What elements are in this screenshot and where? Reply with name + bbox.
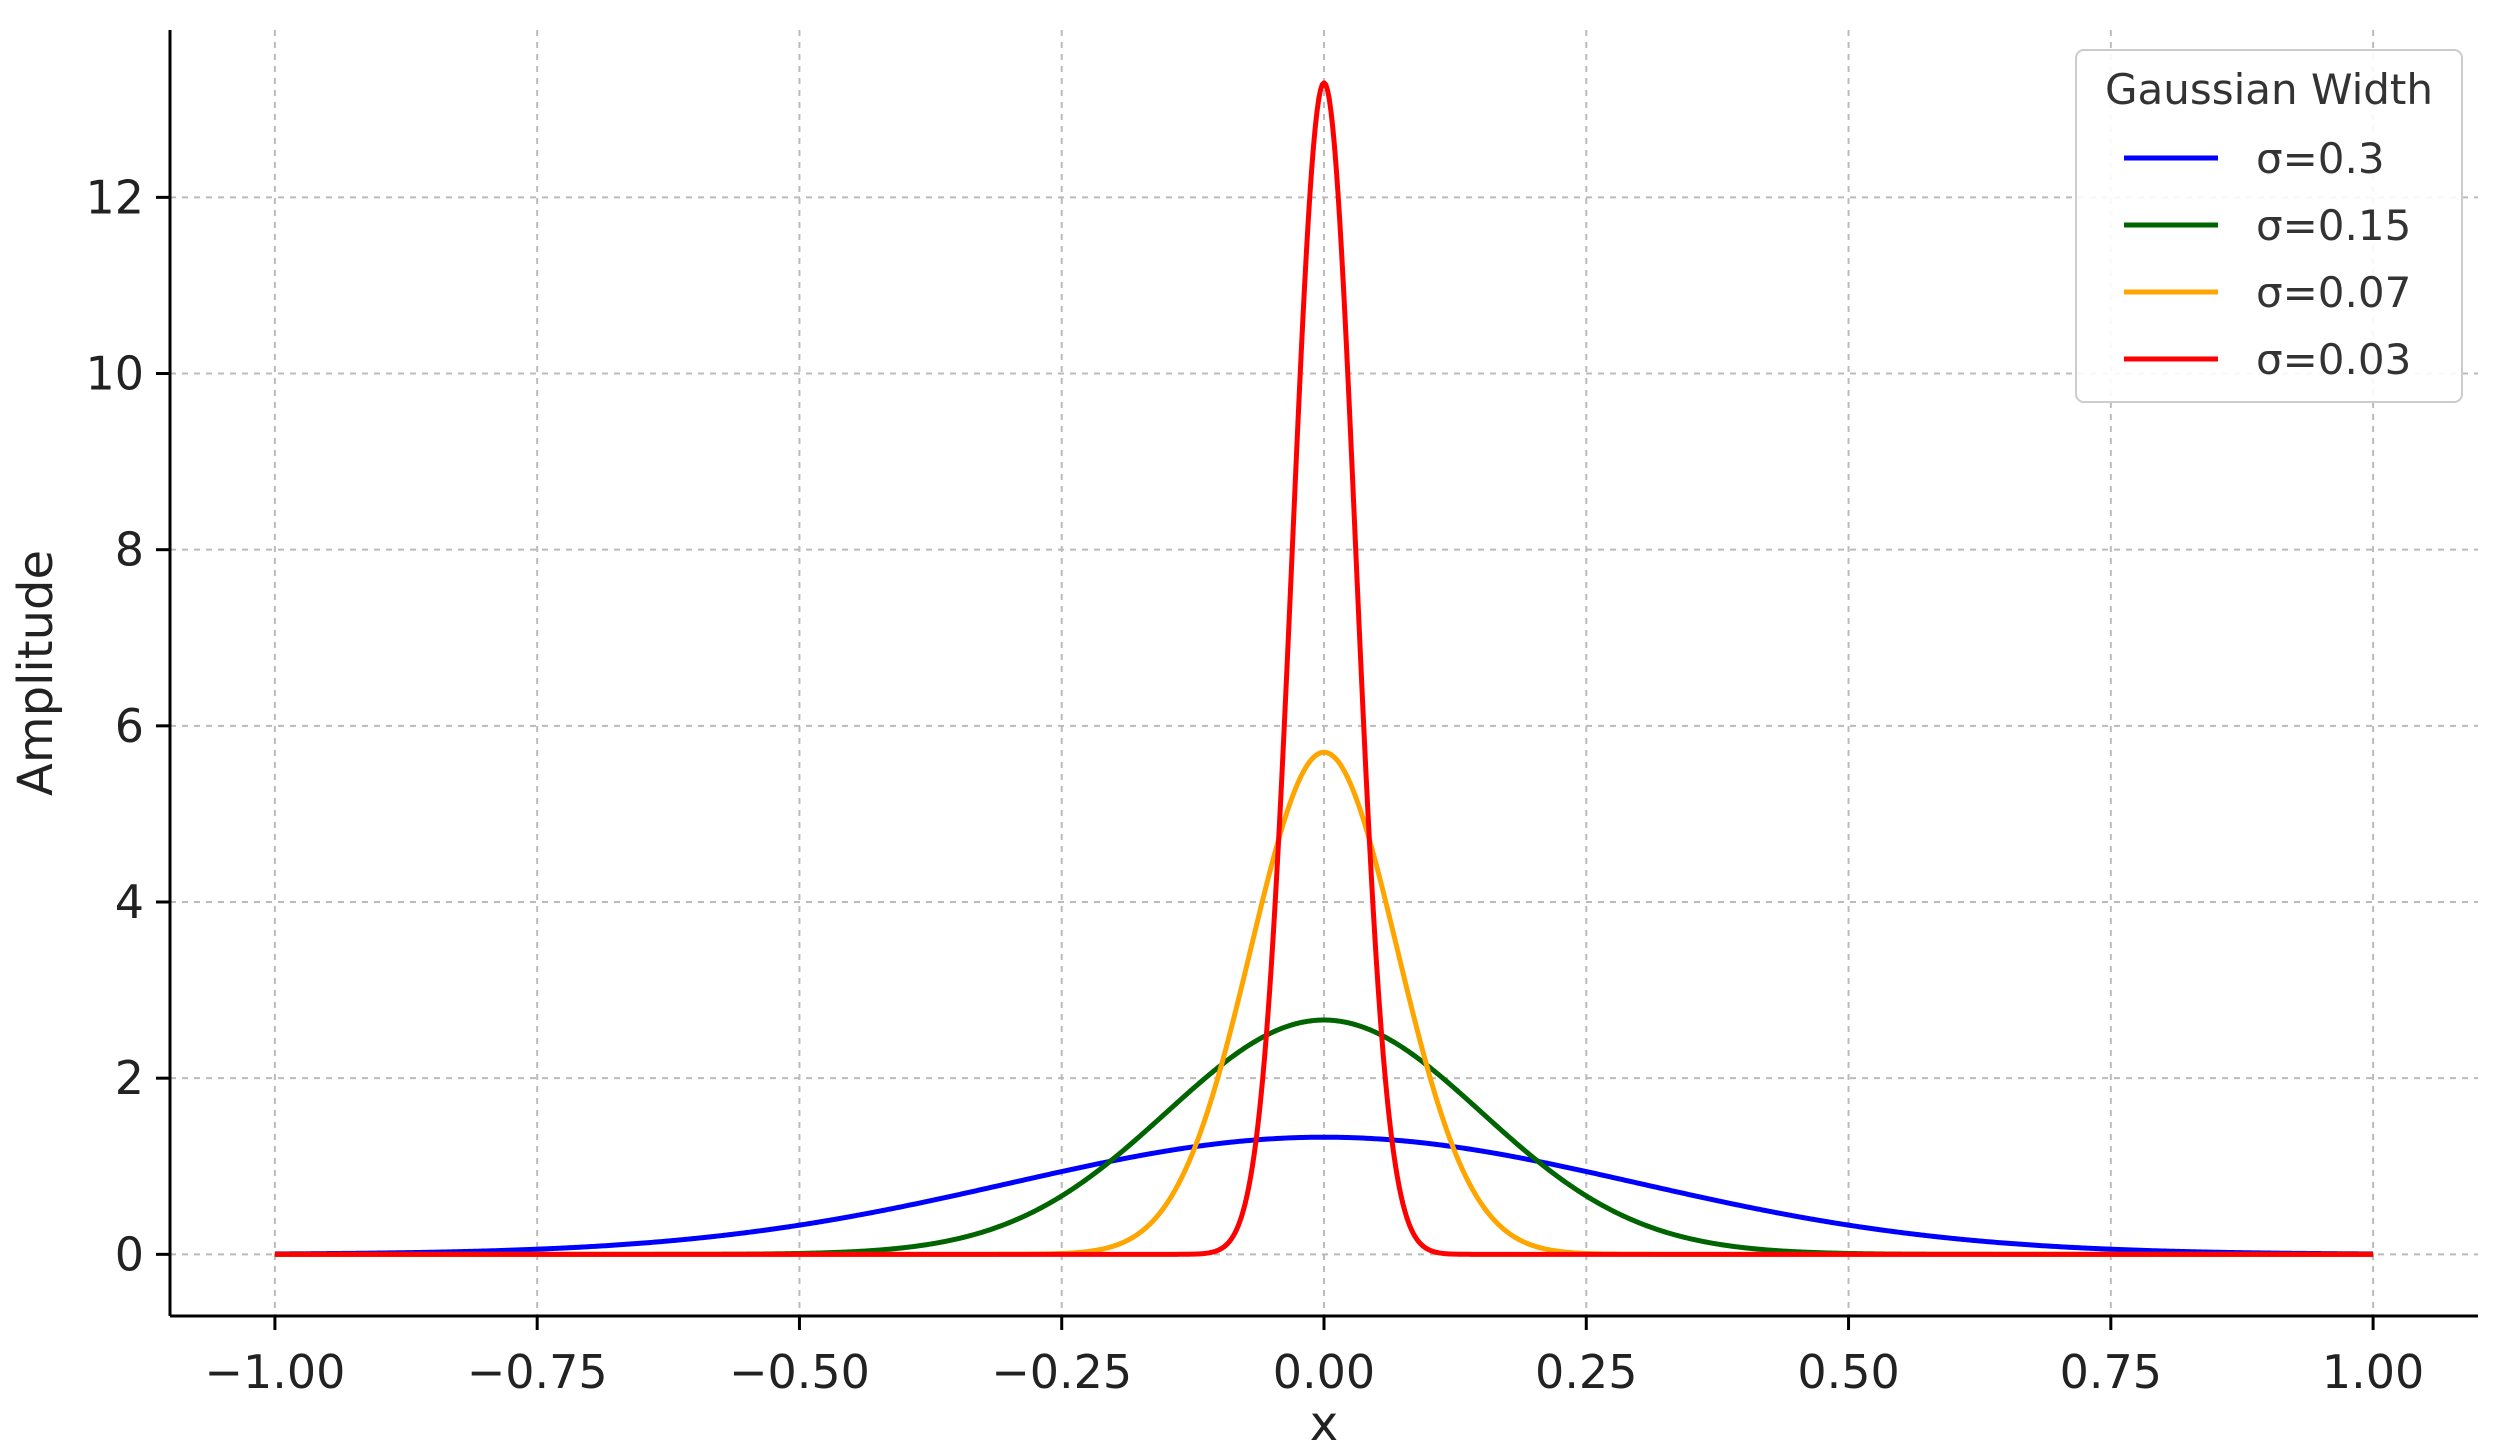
legend-entry-label: σ=0.3 xyxy=(2256,134,2385,183)
x-tick-label: 1.00 xyxy=(2322,1345,2424,1399)
legend-title: Gaussian Width xyxy=(2105,65,2433,114)
x-tick-label: −0.25 xyxy=(991,1345,1132,1399)
ticks: −1.00 −0.75 −0.50 −0.25 0.00 0.25 0.50 0.75 1.00… xyxy=(85,170,2424,1399)
legend-entry-label: σ=0.07 xyxy=(2256,268,2411,317)
legend: Gaussian Width σ=0.3 σ=0.15 σ=0.07 σ=0.03 xyxy=(2075,49,2463,403)
x-axis-label: x xyxy=(1310,1396,1338,1448)
x-tick-label: −0.75 xyxy=(467,1345,608,1399)
y-tick-label: 12 xyxy=(85,170,144,224)
series xyxy=(274,80,2374,1257)
y-tick-label: 2 xyxy=(115,1051,144,1105)
x-tick-label: −0.50 xyxy=(729,1345,870,1399)
series-line xyxy=(274,1134,2374,1257)
legend-entry-label: σ=0.03 xyxy=(2256,335,2411,384)
y-tick-label: 4 xyxy=(115,875,144,929)
y-tick-label: 0 xyxy=(115,1227,144,1281)
x-tick-label: 0.50 xyxy=(1797,1345,1899,1399)
series-line xyxy=(274,80,2374,1257)
x-tick-label: −1.00 xyxy=(204,1345,345,1399)
legend-entry-label: σ=0.15 xyxy=(2256,201,2411,250)
x-tick-label: 0.00 xyxy=(1273,1345,1375,1399)
x-tick-label: 0.75 xyxy=(2060,1345,2162,1399)
y-tick-label: 10 xyxy=(85,347,144,401)
y-tick-label: 6 xyxy=(115,699,144,753)
x-tick-label: 0.25 xyxy=(1535,1345,1637,1399)
y-tick-label: 8 xyxy=(115,523,144,577)
legend-box xyxy=(2075,49,2463,403)
y-axis-label: Amplitude xyxy=(8,550,64,796)
